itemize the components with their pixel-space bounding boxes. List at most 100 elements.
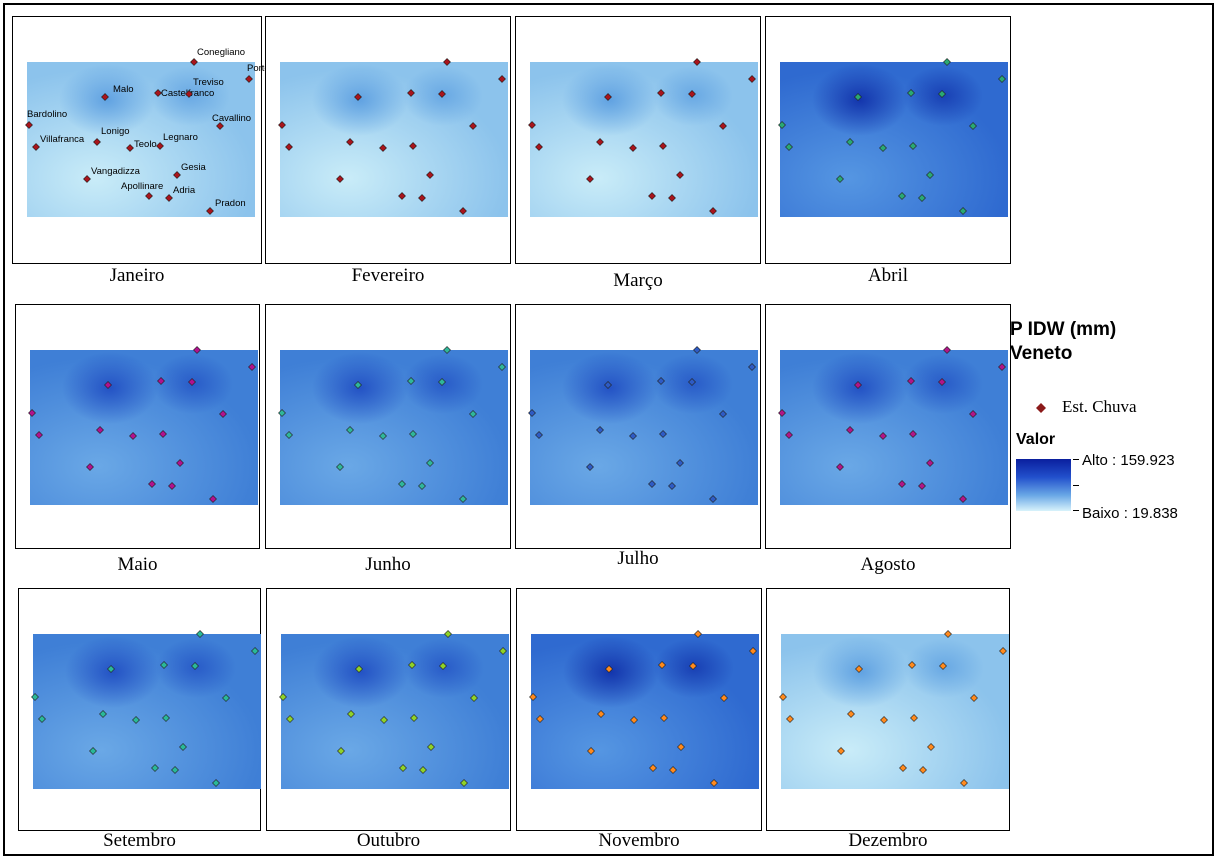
station-marker-malo (101, 93, 109, 101)
station-marker-pradon (459, 495, 467, 503)
station-marker-lonigo (347, 710, 355, 718)
month-caption-março: Março (613, 270, 663, 291)
station-marker-apollinare (151, 764, 159, 772)
station-marker-conegliano (943, 58, 951, 66)
station-label-pradon: Pradon (215, 198, 246, 209)
station-marker-legnaro (910, 714, 918, 722)
station-label-conegliano: Conegliano (197, 47, 245, 58)
station-marker-teolo (379, 144, 387, 152)
station-marker-gesia (676, 459, 684, 467)
station-marker-bardolino (279, 693, 287, 701)
month-map-panel-março (515, 16, 761, 264)
station-marker-adria (418, 482, 426, 490)
legend-low-value: Baixo : 19.838 (1082, 505, 1178, 522)
station-marker-cavallino (469, 122, 477, 130)
station-marker-legnaro (659, 430, 667, 438)
month-map-panel-abril (765, 16, 1011, 264)
station-marker-adria (168, 482, 176, 490)
station-marker-pradon (709, 207, 717, 215)
station-marker-conegliano (190, 58, 198, 66)
station-marker-castelfranco (657, 377, 665, 385)
station-label-adria: Adria (173, 185, 196, 196)
legend-tick-mid (1073, 485, 1079, 486)
idw-raster-map (778, 58, 1008, 217)
station-marker-apollinare (398, 192, 406, 200)
legend-tick-low (1073, 510, 1079, 511)
station-marker-villafranca (285, 431, 293, 439)
month-caption-janeiro: Janeiro (109, 265, 165, 286)
station-marker-apollinare (648, 192, 656, 200)
station-marker-lonigo (846, 138, 854, 146)
station-marker-teolo (379, 432, 387, 440)
legend-station-label: Est. Chuva (1062, 397, 1137, 416)
station-marker-bardolino (528, 121, 536, 129)
station-marker-lonigo (93, 138, 101, 146)
station-marker-castelfranco (658, 661, 666, 669)
station-marker-malo (604, 381, 612, 389)
station-marker-portogruaro (749, 647, 757, 655)
station-marker-villafranca (536, 715, 544, 723)
month-caption-outubro: Outubro (356, 830, 421, 851)
station-marker-bardolino (778, 121, 786, 129)
station-marker-lonigo (596, 426, 604, 434)
station-marker-gesia (926, 459, 934, 467)
legend-title: P IDW (mm) Veneto (1010, 319, 1117, 364)
station-marker-gesia (927, 743, 935, 751)
station-marker-vangadizza (836, 175, 844, 183)
station-label-apollinare: Apollinare (121, 181, 163, 192)
station-marker-treviso (438, 90, 446, 98)
month-caption-abril: Abril (867, 265, 909, 286)
station-label-malo: Malo (113, 84, 134, 95)
station-marker-malo (605, 665, 613, 673)
station-label-villafranca: Villafranca (40, 134, 85, 145)
station-label-treviso: Treviso (193, 77, 224, 88)
station-marker-cavallino (216, 122, 224, 130)
station-marker-pradon (209, 495, 217, 503)
station-marker-apollinare (898, 480, 906, 488)
month-caption-dezembro: Dezembro (848, 830, 928, 851)
station-marker-lonigo (346, 426, 354, 434)
month-caption-agosto: Agosto (860, 554, 916, 575)
station-marker-pradon (709, 495, 717, 503)
station-marker-villafranca (35, 431, 43, 439)
station-marker-adria (171, 766, 179, 774)
station-marker-cavallino (469, 410, 477, 418)
station-marker-vangadizza (837, 747, 845, 755)
station-marker-vangadizza (836, 463, 844, 471)
station-marker-cavallino (969, 122, 977, 130)
station-marker-cavallino (719, 122, 727, 130)
station-marker-treviso (188, 378, 196, 386)
station-marker-treviso (439, 662, 447, 670)
station-marker-gesia (173, 171, 181, 179)
station-marker-pradon (959, 207, 967, 215)
station-marker-portogruaro (248, 363, 256, 371)
station-marker-malo (104, 381, 112, 389)
station-marker-castelfranco (907, 89, 915, 97)
station-marker-pradon (960, 779, 968, 787)
station-marker-portogruaro (998, 75, 1006, 83)
station-label-legnaro: Legnaro (163, 132, 198, 143)
station-marker-legnaro (159, 430, 167, 438)
legend-value-title: Valor (1016, 431, 1056, 448)
station-marker-cavallino (219, 410, 227, 418)
station-marker-legnaro (162, 714, 170, 722)
station-marker-lonigo (847, 710, 855, 718)
station-marker-treviso (438, 378, 446, 386)
station-marker-treviso (688, 90, 696, 98)
idw-raster-map: ConeglianoPortogruaroMaloCastelfrancoTre… (25, 47, 297, 217)
station-marker-legnaro (156, 142, 164, 150)
station-marker-conegliano (196, 630, 204, 638)
station-marker-adria (165, 194, 173, 202)
station-marker-cavallino (222, 694, 230, 702)
idw-raster-map (529, 630, 759, 789)
station-marker-treviso (689, 662, 697, 670)
station-marker-treviso (939, 662, 947, 670)
station-marker-legnaro (909, 142, 917, 150)
station-marker-gesia (426, 459, 434, 467)
idw-raster-map (278, 58, 508, 217)
station-marker-conegliano (693, 346, 701, 354)
station-marker-portogruaro (251, 647, 259, 655)
station-marker-apollinare (399, 764, 407, 772)
station-marker-treviso (938, 90, 946, 98)
station-marker-vangadizza (89, 747, 97, 755)
